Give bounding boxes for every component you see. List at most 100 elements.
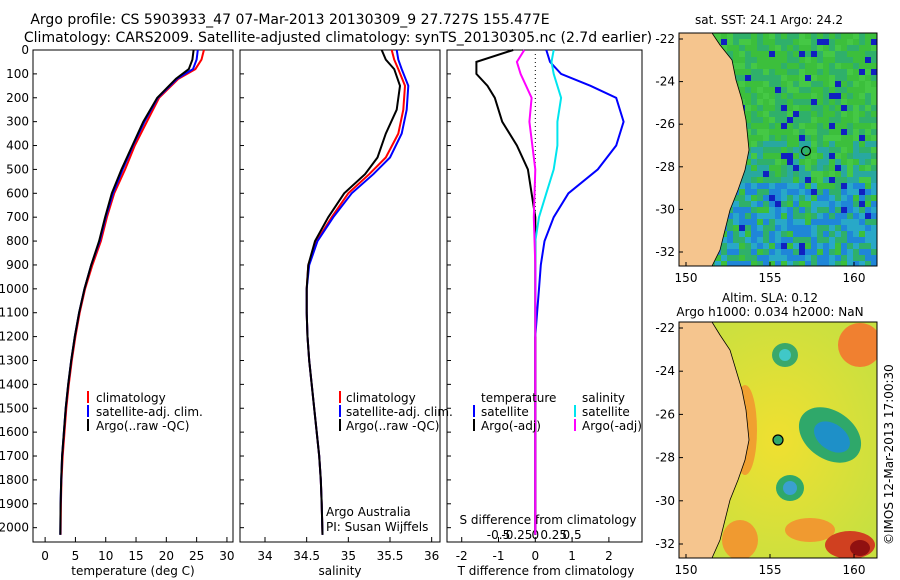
sst-cell bbox=[865, 45, 871, 51]
sst-cell bbox=[781, 63, 787, 69]
difference-top-axis: -0.5-0.2500.250.5 bbox=[487, 528, 582, 542]
legend-label: Argo(..raw -QC) bbox=[346, 419, 439, 433]
sst-cell bbox=[727, 219, 733, 225]
legend-label: satellite-adj. clim. bbox=[96, 405, 203, 419]
figure-title-line2: Climatology: CARS2009. Satellite-adjuste… bbox=[24, 30, 652, 46]
temperature-x-label: temperature (deg C) bbox=[71, 564, 194, 578]
sst-cell bbox=[805, 159, 811, 165]
sst-cell bbox=[853, 165, 859, 171]
sst-cell bbox=[835, 237, 841, 243]
sst-cell bbox=[853, 105, 859, 111]
sst-cell bbox=[805, 63, 811, 69]
map-y-tick-label: -22 bbox=[655, 32, 675, 46]
sst-cell bbox=[835, 39, 841, 45]
sst-cell bbox=[763, 213, 769, 219]
difference-panel-frame bbox=[446, 49, 643, 543]
depth-tick-label: 1200 bbox=[0, 330, 29, 344]
sst-cell bbox=[751, 159, 757, 165]
sst-cell bbox=[799, 39, 805, 45]
sst-cell bbox=[847, 255, 853, 261]
sst-cell bbox=[859, 213, 865, 219]
sst-cell bbox=[745, 45, 751, 51]
sst-cell bbox=[733, 45, 739, 51]
sst-cell bbox=[775, 63, 781, 69]
sst-cell bbox=[859, 189, 865, 195]
sst-cell bbox=[871, 225, 877, 231]
sst-cell bbox=[763, 249, 769, 255]
sst-cell bbox=[769, 93, 775, 99]
sst-cell bbox=[829, 45, 835, 51]
sst-cell bbox=[847, 33, 853, 39]
sst-cell bbox=[805, 165, 811, 171]
x-tick-label: 35 bbox=[341, 549, 356, 563]
sst-cell bbox=[871, 117, 877, 123]
sst-cell bbox=[787, 147, 793, 153]
sst-cell bbox=[865, 135, 871, 141]
sst-cell bbox=[835, 207, 841, 213]
sst-cell bbox=[787, 135, 793, 141]
sst-cell bbox=[799, 141, 805, 147]
sst-cell bbox=[799, 63, 805, 69]
sst-cell bbox=[865, 237, 871, 243]
sst-cell bbox=[793, 33, 799, 39]
depth-tick-label: 200 bbox=[6, 91, 29, 105]
sst-cell bbox=[805, 255, 811, 261]
sst-cell bbox=[763, 165, 769, 171]
sst-cell bbox=[853, 33, 859, 39]
sst-cell bbox=[871, 69, 877, 75]
sst-cell bbox=[859, 177, 865, 183]
sst-cell bbox=[727, 249, 733, 255]
sst-cell bbox=[871, 87, 877, 93]
sst-cell bbox=[865, 225, 871, 231]
depth-tick-label: 1000 bbox=[0, 282, 29, 296]
sst-cell bbox=[751, 75, 757, 81]
sst-cell bbox=[745, 117, 751, 123]
map-x-tick-label: 150 bbox=[675, 563, 698, 577]
sst-cell bbox=[823, 99, 829, 105]
sst-cell bbox=[745, 75, 751, 81]
depth-tick-label: 600 bbox=[6, 186, 29, 200]
sst-cell bbox=[817, 33, 823, 39]
sst-cell bbox=[751, 261, 757, 266]
sst-cell bbox=[871, 195, 877, 201]
x-tick-label: 5 bbox=[72, 549, 80, 563]
sst-cell bbox=[811, 105, 817, 111]
sst-cell bbox=[751, 225, 757, 231]
sst-cell bbox=[721, 261, 727, 266]
sst-cell bbox=[859, 123, 865, 129]
sst-cell bbox=[871, 207, 877, 213]
sst-cell bbox=[805, 111, 811, 117]
sst-cell bbox=[865, 51, 871, 57]
sst-cell bbox=[799, 189, 805, 195]
sst-cell bbox=[781, 183, 787, 189]
sst-cell bbox=[781, 69, 787, 75]
sst-cell bbox=[787, 159, 793, 165]
sst-cell bbox=[793, 189, 799, 195]
sst-cell bbox=[775, 57, 781, 63]
sst-cell bbox=[829, 51, 835, 57]
sst-cell bbox=[835, 213, 841, 219]
sst-cell bbox=[811, 129, 817, 135]
map-x-tick-label: 160 bbox=[843, 271, 866, 285]
sst-cell bbox=[787, 141, 793, 147]
sst-cell bbox=[793, 69, 799, 75]
sst-cell bbox=[823, 111, 829, 117]
sst-cell bbox=[733, 57, 739, 63]
sst-cell bbox=[829, 63, 835, 69]
sst-cell bbox=[859, 75, 865, 81]
sst-cell bbox=[733, 249, 739, 255]
legend-label: Argo(..raw -QC) bbox=[96, 419, 189, 433]
sst-cell bbox=[823, 213, 829, 219]
sst-cell bbox=[739, 63, 745, 69]
x-tick-label: -2 bbox=[456, 549, 468, 563]
sst-cell bbox=[871, 201, 877, 207]
sst-cell bbox=[733, 207, 739, 213]
salinity-x-label: salinity bbox=[318, 564, 361, 578]
sst-cell bbox=[835, 255, 841, 261]
sst-cell bbox=[763, 111, 769, 117]
sst-cell bbox=[781, 153, 787, 159]
sst-cell bbox=[793, 255, 799, 261]
sst-cell bbox=[823, 207, 829, 213]
sst-cell bbox=[763, 87, 769, 93]
